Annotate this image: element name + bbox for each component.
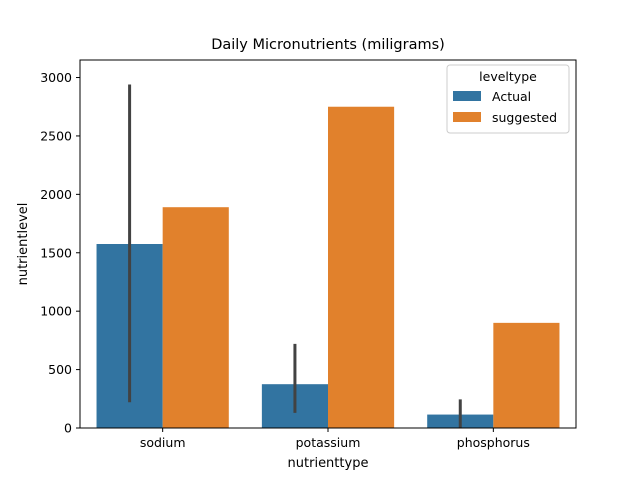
- legend-swatch-actual: [453, 91, 481, 101]
- legend: leveltype Actual suggested: [446, 64, 570, 134]
- bar-suggested-phosphorus: [493, 322, 560, 428]
- x-tick-label-sodium: sodium: [140, 435, 186, 450]
- x-axis-label: nutrienttype: [288, 456, 369, 471]
- chart-title: Daily Micronutrients (miligrams): [211, 37, 445, 53]
- y-tick-label: 1000: [40, 304, 72, 319]
- y-tick-label: 500: [48, 362, 72, 377]
- y-tick-label: 0: [64, 421, 72, 436]
- x-tick-label-potassium: potassium: [296, 435, 361, 450]
- y-tick-label: 2000: [40, 187, 72, 202]
- bar-suggested-potassium: [328, 106, 395, 428]
- x-axis: sodium potassium phosphorus: [140, 428, 530, 450]
- y-axis: 0 500 1000 1500 2000 2500 3000: [40, 70, 80, 436]
- y-tick-label: 1500: [40, 245, 72, 260]
- legend-label-suggested: suggested: [492, 110, 557, 125]
- legend-title: leveltype: [479, 69, 537, 84]
- bar-suggested-sodium: [162, 207, 229, 428]
- y-tick-label: 2500: [40, 128, 72, 143]
- plot-frame: [79, 59, 577, 429]
- legend-label-actual: Actual: [492, 89, 531, 104]
- bars: [96, 106, 560, 428]
- y-tick-label: 3000: [40, 70, 72, 85]
- legend-swatch-suggested: [453, 112, 481, 122]
- error-bars: [128, 84, 462, 428]
- y-axis-label: nutrientlevel: [16, 203, 31, 286]
- x-tick-label-phosphorus: phosphorus: [457, 435, 530, 450]
